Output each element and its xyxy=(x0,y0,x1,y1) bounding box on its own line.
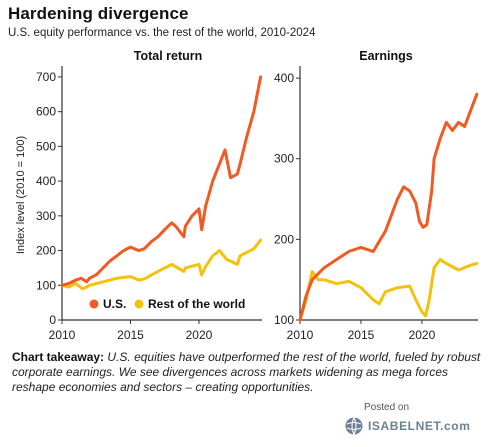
series-line-us-2 xyxy=(298,92,479,322)
watermark-posted: Posted on xyxy=(364,402,410,413)
series-line-rest-of-world-2 xyxy=(298,258,479,322)
page-title: Hardening divergence xyxy=(8,4,189,23)
y-tick-label: 400 xyxy=(274,71,294,85)
y-tick-label: 700 xyxy=(36,70,56,84)
y-tick-label: 500 xyxy=(36,139,56,153)
chart-area: Total return 0 100 200 300 400 500 600 700 2010 20… xyxy=(15,49,479,342)
y-tick-label: 300 xyxy=(36,209,56,223)
y-tick-label: 100 xyxy=(36,278,56,292)
y-tick-label: 600 xyxy=(36,105,56,119)
x-tick-label: 2010 xyxy=(287,328,314,342)
x-tick-label: 2015 xyxy=(117,328,144,342)
x-tick-label: 2020 xyxy=(186,328,213,342)
y-tick-label: 200 xyxy=(274,232,294,246)
takeaway-label: Chart takeaway: xyxy=(12,350,105,364)
y-axis-label: Index level (2010 = 100) xyxy=(15,136,27,254)
series-line-rest-of-world-1 xyxy=(60,238,263,291)
watermark-brand: ISABELNET.com xyxy=(344,414,494,440)
x-tick-label: 2020 xyxy=(409,328,436,342)
panel-title-2: Earnings xyxy=(359,49,413,63)
legend-label-us: U.S. xyxy=(103,297,126,311)
y-tick-label: 100 xyxy=(274,313,294,327)
legend-marker-us xyxy=(89,299,99,309)
globe-icon xyxy=(345,417,363,435)
chart-takeaway: Chart takeaway: U.S. equities have outpe… xyxy=(12,350,482,395)
x-tick-label: 2010 xyxy=(49,328,76,342)
x-tick-label: 2015 xyxy=(348,328,375,342)
series-line-us-1 xyxy=(60,75,263,287)
watermark-brand-text: ISABELNET.com xyxy=(368,419,471,433)
page-subtitle: U.S. equity performance vs. the rest of … xyxy=(8,27,316,39)
y-tick-label: 300 xyxy=(274,152,294,166)
y-tick-label: 200 xyxy=(36,244,56,258)
panel-title-1: Total return xyxy=(134,49,203,63)
legend-label-rest-of-world: Rest of the world xyxy=(148,297,245,311)
y-tick-label: 400 xyxy=(36,174,56,188)
legend-marker-rest-of-world xyxy=(134,299,144,309)
takeaway-text: U.S. equities have outperformed the rest… xyxy=(12,350,481,394)
y-tick-label: 0 xyxy=(49,313,56,327)
